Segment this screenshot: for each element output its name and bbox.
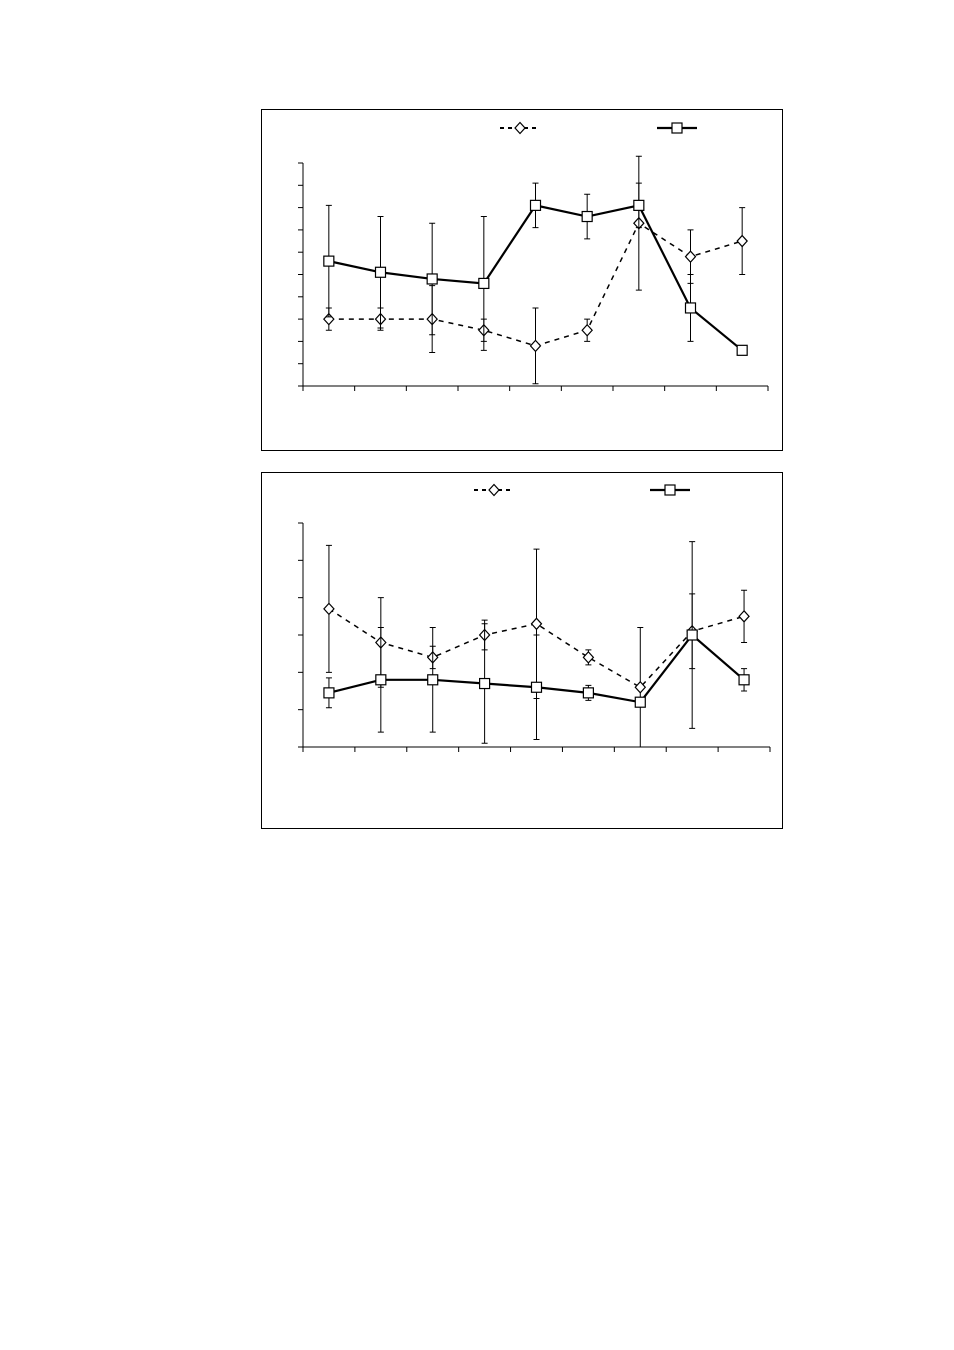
marker	[530, 617, 543, 631]
marker	[581, 210, 593, 223]
chart-frame	[261, 109, 783, 451]
marker	[684, 302, 697, 314]
marker	[633, 199, 645, 211]
marker	[478, 277, 490, 290]
marker	[582, 651, 595, 664]
marker	[738, 674, 750, 686]
legend-marker	[664, 484, 676, 496]
marker	[375, 674, 387, 686]
marker	[427, 674, 439, 686]
marker	[738, 609, 750, 623]
marker	[323, 602, 335, 616]
legend-marker	[514, 121, 526, 135]
marker	[736, 344, 748, 356]
marker	[634, 680, 647, 694]
chart-frame	[261, 472, 783, 829]
marker	[323, 687, 335, 699]
marker	[529, 339, 542, 353]
marker	[581, 323, 593, 337]
marker	[323, 312, 335, 326]
marker	[426, 273, 438, 285]
marker	[634, 696, 646, 708]
marker	[686, 629, 698, 641]
marker	[479, 677, 491, 690]
marker	[736, 234, 748, 248]
marker	[684, 250, 697, 264]
marker	[582, 687, 594, 699]
marker	[529, 199, 542, 211]
legend-marker	[488, 483, 500, 497]
marker	[530, 681, 543, 693]
legend-marker	[671, 122, 683, 134]
marker	[374, 266, 387, 278]
marker	[323, 255, 335, 267]
